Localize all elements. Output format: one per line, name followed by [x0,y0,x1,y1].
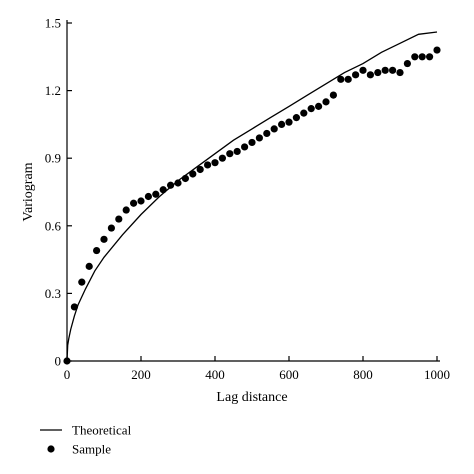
y-tick-label: 0 [55,354,62,369]
sample-point [285,118,293,126]
sample-point [78,278,86,286]
sample-point [337,75,345,83]
sample-point [315,102,323,110]
sample-point [85,262,93,270]
axes [66,20,440,362]
sample-point [352,71,360,79]
sample-point [137,197,145,205]
sample-point [241,143,249,151]
sample-point [307,105,315,113]
sample-point [433,46,441,54]
sample-point [381,66,389,74]
x-axis-title: Lag distance [216,390,287,405]
series-layer [63,31,441,365]
sample-point [389,66,397,74]
sample-point [226,150,234,158]
sample-point [403,59,411,68]
sample-point [374,68,382,77]
x-axis-ticks: 0 200 400 600 800 1000 [64,356,450,382]
theoretical-curve [66,31,438,362]
sample-point [218,154,226,162]
sample-point [359,66,367,74]
sample-point [329,91,337,99]
legend-point-swatch [47,445,55,453]
sample-point [300,109,308,117]
sample-point [144,192,152,201]
y-axis-ticks: 0 0.3 0.6 0.9 1.2 1.5 [45,16,72,369]
sample-point [189,170,197,178]
sample-point [93,246,101,255]
y-tick-label: 1.5 [45,16,61,31]
sample-point [233,147,241,156]
sample-point [174,179,182,187]
sample-point [411,53,419,61]
y-tick-label: 0.3 [45,286,61,301]
sample-point [70,303,78,311]
sample-point [344,75,352,83]
x-tick-label: 400 [205,367,225,382]
sample-point [63,357,71,365]
sample-point [196,165,204,174]
x-tick-label: 0 [64,367,71,382]
x-tick-label: 800 [353,367,373,382]
sample-point [292,114,300,122]
y-tick-label: 0.9 [45,151,61,166]
sample-point [100,235,108,243]
sample-point [115,215,123,223]
sample-point [396,68,404,77]
y-tick-label: 1.2 [45,83,61,98]
x-tick-label: 600 [279,367,299,382]
sample-point [204,161,212,169]
sample-point [211,159,219,167]
sample-point [107,224,115,232]
sample-point [366,71,374,79]
sample-point [181,174,189,183]
sample-point [167,181,175,189]
sample-point [159,186,167,194]
sample-point [418,53,426,61]
sample-point [426,53,434,61]
legend-label: Sample [72,442,111,457]
x-tick-label: 200 [131,367,151,382]
y-axis-title: Variogram [21,162,36,221]
sample-point [248,138,256,147]
sample-point [270,125,278,133]
legend-label: Theoretical [72,423,132,438]
sample-point [278,120,286,128]
x-tick-label: 1000 [424,367,450,382]
y-tick-label: 0.6 [45,218,62,233]
sample-point [152,190,160,198]
sample-point [322,98,330,106]
sample-point [255,134,263,142]
sample-point [130,199,138,207]
sample-point [122,206,130,214]
sample-point [263,129,271,138]
legend: Theoretical Sample [40,423,132,457]
